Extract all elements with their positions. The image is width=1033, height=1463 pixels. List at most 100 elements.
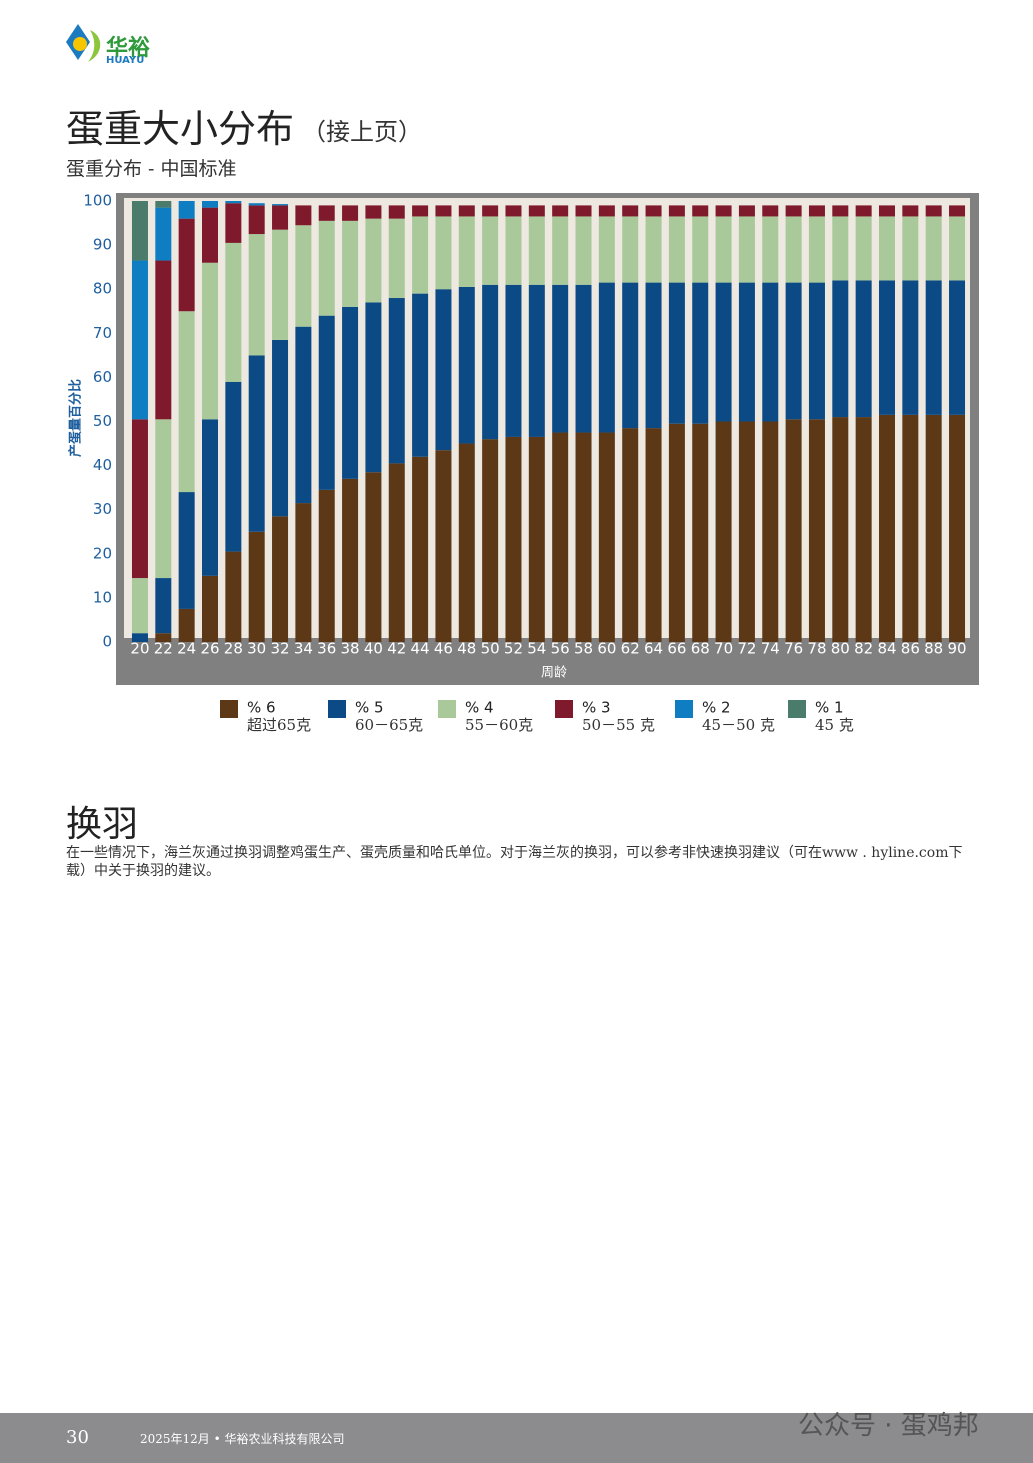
- bar-segment: [318, 220, 335, 316]
- legend-swatch: [438, 700, 456, 718]
- logo-mark: [66, 24, 101, 62]
- bar-segment: [692, 282, 709, 424]
- bar-segment: [528, 436, 545, 642]
- bar-segment: [692, 205, 709, 217]
- bar-segment: [155, 201, 172, 208]
- y-tick-label: 70: [93, 324, 112, 342]
- logo-subtext: HUAYU: [106, 55, 145, 66]
- bar-segment: [598, 282, 615, 433]
- bar-segment: [808, 282, 825, 420]
- bar-segment: [645, 216, 662, 283]
- bar-segment: [575, 284, 592, 433]
- legend-swatch: [328, 700, 346, 718]
- x-tick-label: 90: [947, 640, 966, 658]
- bar-segment: [668, 216, 685, 283]
- bar-segment: [622, 216, 639, 283]
- bar-segment: [225, 551, 242, 642]
- bar-segment: [949, 205, 966, 217]
- x-tick-label: 84: [877, 640, 896, 658]
- bar-segment: [225, 201, 242, 204]
- bar-segment: [762, 216, 779, 283]
- bar-segment: [318, 489, 335, 642]
- bar-segment: [155, 260, 172, 420]
- bar-segment: [458, 205, 475, 217]
- bar-segment: [178, 492, 195, 609]
- chart-title: 蛋重分布 - 中国标准: [66, 158, 237, 180]
- footer-text: 2025年12月 • 华裕农业科技有限公司: [140, 1432, 345, 1446]
- bar-segment: [832, 280, 849, 418]
- x-tick-label: 26: [200, 640, 219, 658]
- bar-segment: [902, 216, 919, 281]
- bar-segment: [435, 205, 452, 217]
- x-tick-label: 46: [434, 640, 453, 658]
- bar-segment: [505, 436, 522, 642]
- bar-segment: [202, 262, 219, 420]
- bar-segment: [365, 472, 382, 642]
- bar-segment: [878, 216, 895, 281]
- x-tick-label: 52: [504, 640, 523, 658]
- page-title: 蛋重大小分布: [66, 107, 295, 151]
- bar-segment: [295, 225, 312, 327]
- y-tick-label: 60: [93, 368, 112, 386]
- y-tick-label: 100: [83, 192, 112, 210]
- y-tick-label: 40: [93, 456, 112, 474]
- bar-segment: [365, 302, 382, 473]
- x-tick-label: 88: [924, 640, 943, 658]
- bar-segment: [785, 216, 802, 283]
- x-tick-label: 20: [130, 640, 149, 658]
- y-tick-label: 50: [93, 412, 112, 430]
- x-tick-label: 62: [621, 640, 640, 658]
- bar-segment: [575, 216, 592, 285]
- legend-label: % 4: [465, 699, 494, 717]
- bar-segment: [949, 280, 966, 415]
- bar-segment: [272, 229, 289, 340]
- bar-segment: [388, 218, 405, 299]
- x-tick-label: 24: [177, 640, 196, 658]
- x-tick-label: 76: [784, 640, 803, 658]
- section-title: 换羽: [66, 804, 139, 845]
- y-tick-label: 0: [102, 633, 112, 651]
- x-tick-label: 38: [341, 640, 360, 658]
- bar-segment: [435, 289, 452, 451]
- bar-segment: [715, 282, 732, 422]
- y-tick-label: 90: [93, 236, 112, 254]
- bar-segment: [272, 516, 289, 642]
- bar-segment: [715, 216, 732, 283]
- bar-segment: [622, 205, 639, 217]
- bar-segment: [878, 205, 895, 217]
- bar-segment: [178, 311, 195, 493]
- bar-segment: [902, 414, 919, 642]
- x-tick-label: 58: [574, 640, 593, 658]
- bar-segment: [902, 205, 919, 217]
- bar-segment: [762, 282, 779, 422]
- bar-segment: [155, 578, 172, 634]
- bar-segment: [178, 218, 195, 312]
- page-number: 30: [66, 1427, 89, 1448]
- plot-area: [124, 198, 970, 638]
- bar-segment: [855, 216, 872, 281]
- bar-segment: [505, 216, 522, 285]
- bar-segment: [458, 216, 475, 287]
- x-tick-label: 28: [224, 640, 243, 658]
- x-tick-label: 40: [364, 640, 383, 658]
- bar-segment: [762, 421, 779, 642]
- bar-segment: [248, 205, 265, 235]
- bar-segment: [505, 205, 522, 217]
- legend-description: 45－50 克: [702, 716, 775, 734]
- page-title-note: （接上页）: [302, 118, 422, 146]
- x-tick-label: 70: [714, 640, 733, 658]
- bar-segment: [225, 381, 242, 552]
- bar-segment: [949, 216, 966, 281]
- bar-segment: [342, 220, 359, 307]
- x-tick-label: 50: [481, 640, 500, 658]
- legend-label: % 2: [702, 699, 731, 717]
- bar-segment: [552, 216, 569, 285]
- bar-segment: [832, 205, 849, 217]
- bar-segment: [435, 450, 452, 642]
- x-tick-label: 66: [667, 640, 686, 658]
- bar-segment: [155, 419, 172, 579]
- bar-segment: [808, 205, 825, 217]
- bar-segment: [785, 205, 802, 217]
- x-tick-label: 54: [527, 640, 546, 658]
- x-tick-label: 42: [387, 640, 406, 658]
